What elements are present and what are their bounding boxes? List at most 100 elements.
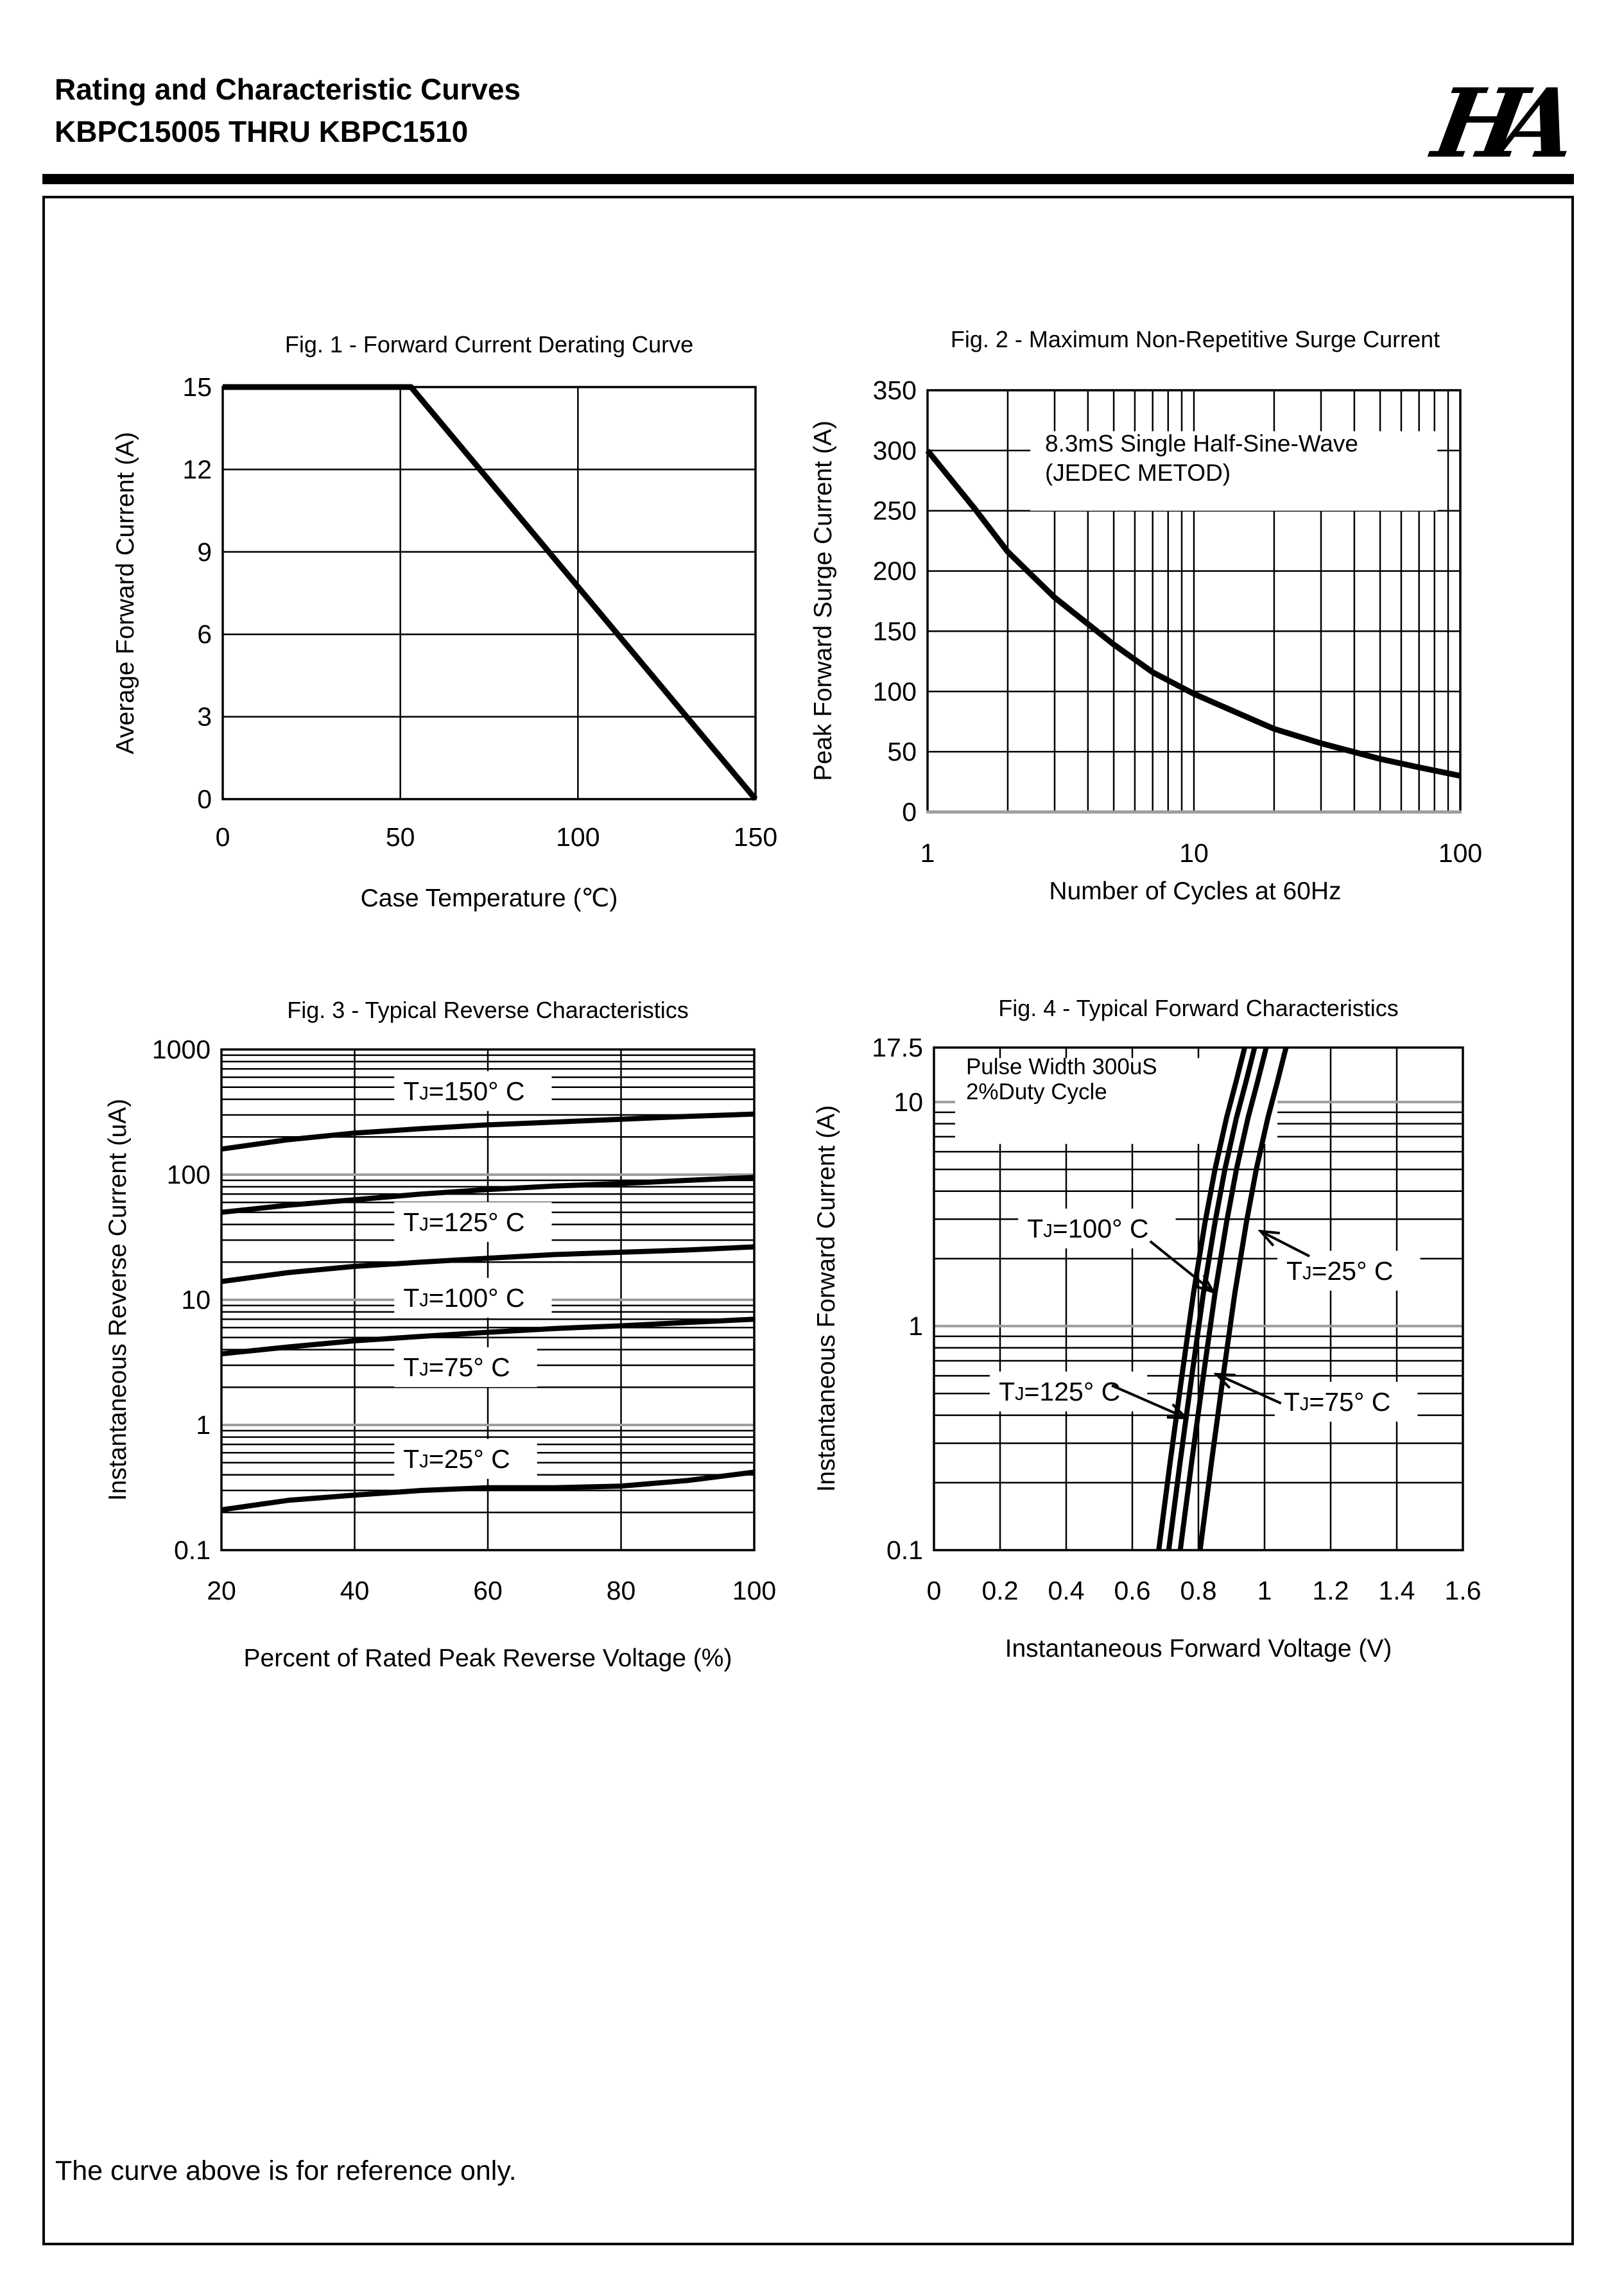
page-title: Rating and Characteristic Curves xyxy=(55,73,521,106)
fig2-ytick-0: 0 xyxy=(902,797,917,827)
fig3-series-TJ=25C xyxy=(221,1469,755,1513)
fig3-xtick-20: 20 xyxy=(207,1576,236,1605)
fig1-ytick-3: 3 xyxy=(197,702,212,732)
fig4-ytick-10: 10 xyxy=(894,1087,923,1117)
fig3-series-TJ=150C xyxy=(221,1111,755,1152)
fig4-curve-label-arrow-3 xyxy=(1111,1384,1186,1418)
fig1-texts: 15 12 9 6 3 00 50 100 150 Fig. 1 - Forward Curren… xyxy=(112,331,777,912)
fig4-curve-label-1: TJ=100° C xyxy=(1027,1214,1148,1243)
fig4-ytick-1: 1 xyxy=(908,1311,923,1341)
fig4-series-TJ=25C xyxy=(1197,1048,1289,1550)
fig4-curve-label-arrow-1 xyxy=(1149,1240,1213,1292)
fig3-ytick-0.1: 0.1 xyxy=(174,1535,211,1565)
fig1-chart: 15 12 9 6 3 00 50 100 150 Fig. 1 - Forward Curren… xyxy=(112,331,777,912)
fig2-title: Fig. 2 - Maximum Non-Repetitive Surge Cu… xyxy=(951,326,1440,352)
fig3-xtick-100: 100 xyxy=(732,1576,776,1605)
fig4-xtick-1.4: 1.4 xyxy=(1379,1576,1415,1605)
fig1-y-axis-label: Average Forward Current (A) xyxy=(112,432,139,754)
fig4-x-axis-label: Instantaneous Forward Voltage (V) xyxy=(1005,1635,1392,1662)
fig4-curve-label-2: TJ=25° C xyxy=(1286,1256,1394,1286)
fig4-curve-label-3: TJ=125° C xyxy=(999,1377,1120,1406)
fig3-ytick-10: 10 xyxy=(181,1285,211,1315)
fig2-annotation-line-1: 8.3mS Single Half-Sine-Wave xyxy=(1045,431,1358,457)
fig4-xtick-1.6: 1.6 xyxy=(1445,1576,1481,1605)
fig1-ytick-0: 0 xyxy=(197,784,212,814)
fig1-frame xyxy=(221,386,757,800)
fig3-curve-label-5: TJ=25° C xyxy=(403,1444,510,1474)
fig4-xtick-0: 0 xyxy=(927,1576,942,1605)
fig2-x-axis-label: Number of Cycles at 60Hz xyxy=(1049,877,1341,905)
fig1-ytick-6: 6 xyxy=(197,619,212,649)
fig3-curve-label-4: TJ=75° C xyxy=(403,1352,510,1382)
fig2-ytick-100: 100 xyxy=(873,677,917,706)
fig2-ytick-300: 300 xyxy=(873,436,917,465)
fig1-gridlines xyxy=(223,387,756,799)
part-number-range: KBPC15005 THRU KBPC1510 xyxy=(55,115,469,148)
fig4-annotation-line-2: 2%Duty Cycle xyxy=(966,1079,1107,1104)
fig3-frame xyxy=(220,1048,756,1551)
fig4-xtick-0.2: 0.2 xyxy=(982,1576,1019,1605)
fig4-curve-label-arrow-4 xyxy=(1216,1374,1282,1405)
fig2-ytick-150: 150 xyxy=(873,616,917,646)
fig4-y-axis-label: Instantaneous Forward Current (A) xyxy=(813,1105,840,1492)
fig2-curves xyxy=(925,449,1461,779)
fig3-ytick-1: 1 xyxy=(196,1410,211,1440)
fig3-label-boxes xyxy=(394,1071,552,1479)
fig4-xtick-1: 1 xyxy=(1257,1576,1272,1605)
fig4-label-boxes xyxy=(955,1058,1421,1422)
fig3-chart: TJ=150° C TJ=125° C TJ=100° C TJ=75° C TJ=25… xyxy=(104,997,776,1672)
fig2-xtick-100: 100 xyxy=(1438,838,1482,868)
fig3-texts: TJ=150° C TJ=125° C TJ=100° C TJ=75° C TJ=25… xyxy=(104,997,776,1672)
fig1-ytick-9: 9 xyxy=(197,537,212,567)
fig2-chart: 8.3mS Single Half-Sine-Wave (JEDEC METOD)… xyxy=(809,326,1482,905)
fig2-label-boxes xyxy=(1030,431,1438,511)
fig2-series-surge-current xyxy=(925,449,1461,779)
fig2-ytick-250: 250 xyxy=(873,496,917,526)
fig2-ytick-350: 350 xyxy=(873,375,917,405)
fig3-ytick-100: 100 xyxy=(167,1160,211,1189)
fig3-xtick-80: 80 xyxy=(607,1576,636,1605)
fig4-series-TJ=75C xyxy=(1177,1048,1269,1550)
fig4-arrows xyxy=(1111,1231,1310,1418)
fig3-ytick-1000: 1000 xyxy=(152,1035,211,1064)
fig4-curve-label-arrow-2 xyxy=(1261,1231,1310,1257)
fig1-xtick-100: 100 xyxy=(556,822,600,852)
fig2-texts: 8.3mS Single Half-Sine-Wave (JEDEC METOD)… xyxy=(809,326,1482,905)
fig3-curve-label-2: TJ=125° C xyxy=(403,1207,524,1237)
fig2-xtick-10: 10 xyxy=(1179,838,1209,868)
fig4-ytick-0.1: 0.1 xyxy=(886,1535,923,1565)
fig2-ytick-50: 50 xyxy=(887,737,917,766)
fig1-x-axis-label: Case Temperature (℃) xyxy=(361,885,618,912)
footer-note: The curve above is for reference only. xyxy=(55,2155,517,2186)
fig4-curve-label-4: TJ=75° C xyxy=(1284,1387,1391,1417)
fig4-annotation-line-1: Pulse Width 300uS xyxy=(966,1055,1157,1080)
fig1-xtick-0: 0 xyxy=(216,822,230,852)
fig3-curve-label-1: TJ=150° C xyxy=(403,1076,524,1106)
content-border-box xyxy=(42,196,1574,2245)
fig3-series-TJ=125C xyxy=(221,1175,755,1215)
fig1-title: Fig. 1 - Forward Current Derating Curve xyxy=(285,331,693,358)
fig2-annotation-line-2: (JEDEC METOD) xyxy=(1045,460,1231,486)
fig1-ytick-12: 12 xyxy=(182,454,212,484)
fig3-xtick-60: 60 xyxy=(473,1576,503,1605)
fig3-curves xyxy=(221,1111,755,1513)
fig1-series-derating-curve xyxy=(223,384,758,801)
fig4-xtick-0.6: 0.6 xyxy=(1114,1576,1151,1605)
fig3-series-TJ=75C xyxy=(221,1316,755,1357)
fig1-curves xyxy=(223,384,758,801)
fig4-xtick-0.8: 0.8 xyxy=(1180,1576,1217,1605)
header-divider-bar xyxy=(42,174,1574,184)
fig1-xtick-150: 150 xyxy=(734,822,777,852)
fig4-frame xyxy=(933,1046,1464,1551)
fig2-xtick-1: 1 xyxy=(920,838,935,868)
fig3-title: Fig. 3 - Typical Reverse Characteristics xyxy=(287,997,689,1023)
fig3-series-TJ=100C xyxy=(221,1244,755,1284)
fig4-xtick-0.4: 0.4 xyxy=(1048,1576,1085,1605)
fig1-xtick-50: 50 xyxy=(386,822,415,852)
fig3-y-axis-label: Instantaneous Reverse Current (uA) xyxy=(104,1099,132,1501)
fig4-ytick-17.5: 17.5 xyxy=(872,1033,923,1062)
